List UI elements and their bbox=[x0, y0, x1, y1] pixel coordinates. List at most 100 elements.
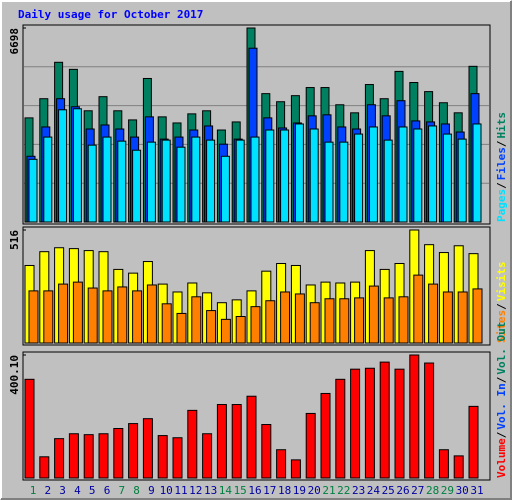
bar bbox=[413, 128, 423, 223]
bar bbox=[309, 302, 320, 344]
bar bbox=[290, 459, 301, 479]
bar bbox=[394, 368, 405, 479]
bar bbox=[132, 149, 142, 223]
bar bbox=[457, 138, 467, 223]
x-tick-label: 18 bbox=[278, 484, 291, 497]
legend: Sites/Visits bbox=[495, 262, 508, 344]
bar bbox=[132, 290, 143, 344]
bar bbox=[72, 108, 82, 223]
legend-separator: / bbox=[495, 182, 508, 189]
bar bbox=[428, 125, 438, 223]
bar bbox=[98, 433, 109, 479]
bar bbox=[354, 133, 364, 223]
x-tick-label: 24 bbox=[367, 484, 381, 497]
bar bbox=[320, 392, 331, 479]
bar bbox=[117, 286, 128, 344]
bar bbox=[350, 368, 361, 479]
bar bbox=[102, 136, 112, 223]
bar bbox=[453, 455, 464, 479]
bar bbox=[442, 291, 453, 344]
bar bbox=[28, 290, 39, 344]
legend: Pages/Files/Hits bbox=[495, 112, 508, 222]
bar bbox=[102, 290, 113, 344]
y-tick-label: 516 bbox=[8, 230, 21, 250]
legend-entry: Sites bbox=[495, 310, 508, 343]
x-tick-label: 19 bbox=[293, 484, 306, 497]
x-tick-label: 12 bbox=[189, 484, 202, 497]
legend-entry: Volume bbox=[495, 438, 508, 478]
bar bbox=[246, 395, 257, 479]
bar bbox=[235, 316, 246, 344]
bar bbox=[202, 433, 213, 479]
bar bbox=[368, 285, 379, 344]
bar bbox=[472, 288, 483, 344]
bar bbox=[206, 139, 216, 223]
x-tick-label: 30 bbox=[456, 484, 469, 497]
bar bbox=[457, 291, 468, 344]
bar bbox=[157, 435, 168, 479]
bar bbox=[220, 318, 231, 344]
bar bbox=[276, 449, 287, 479]
legend-entry: Visits bbox=[495, 262, 508, 302]
legend-separator: / bbox=[495, 431, 508, 438]
x-tick-label: 25 bbox=[382, 484, 395, 497]
bar bbox=[128, 423, 139, 479]
x-tick-label: 14 bbox=[219, 484, 233, 497]
bar bbox=[409, 354, 420, 479]
bar bbox=[398, 126, 408, 223]
bar bbox=[220, 155, 230, 223]
bar bbox=[472, 123, 482, 223]
legend: Volume/Vol. In/Vol. Out bbox=[495, 322, 508, 478]
bar bbox=[113, 428, 124, 479]
bar bbox=[206, 310, 217, 344]
x-tick-label: 29 bbox=[441, 484, 454, 497]
x-tick-label: 13 bbox=[204, 484, 217, 497]
bar bbox=[309, 128, 319, 223]
bar bbox=[83, 434, 94, 479]
bar bbox=[294, 293, 305, 344]
legend-separator: / bbox=[495, 376, 508, 383]
bar bbox=[379, 361, 390, 479]
x-tick-label: 5 bbox=[89, 484, 96, 497]
bar bbox=[354, 297, 365, 344]
bar bbox=[172, 437, 183, 479]
x-tick-label: 16 bbox=[248, 484, 261, 497]
bar bbox=[368, 126, 378, 223]
bar bbox=[339, 141, 349, 223]
bar bbox=[231, 404, 242, 479]
bar bbox=[339, 298, 350, 344]
bar bbox=[383, 139, 393, 223]
x-tick-label: 10 bbox=[160, 484, 173, 497]
y-tick-label: 400.10 bbox=[8, 355, 21, 395]
bar bbox=[294, 123, 304, 223]
legend-entry: Pages bbox=[495, 189, 508, 222]
bar bbox=[72, 281, 83, 344]
bar bbox=[176, 312, 187, 344]
bar bbox=[305, 412, 316, 479]
bar bbox=[58, 109, 68, 223]
bar bbox=[87, 144, 97, 223]
bar bbox=[176, 146, 186, 223]
bar bbox=[398, 296, 409, 344]
bar bbox=[54, 438, 65, 479]
bar bbox=[28, 158, 38, 223]
bar bbox=[383, 297, 394, 344]
legend-separator: / bbox=[495, 140, 508, 147]
bar bbox=[235, 139, 245, 223]
legend-entry: Hits bbox=[495, 112, 508, 139]
bar bbox=[43, 136, 53, 223]
bar bbox=[146, 141, 156, 223]
bar bbox=[265, 129, 275, 223]
bar bbox=[117, 140, 127, 223]
bar bbox=[187, 409, 198, 479]
x-tick-label: 26 bbox=[396, 484, 409, 497]
legend-separator: / bbox=[495, 303, 508, 310]
x-tick-label: 7 bbox=[118, 484, 125, 497]
legend-entry: Files bbox=[495, 147, 508, 180]
bar bbox=[161, 139, 171, 223]
legend-entry: Vol. In bbox=[495, 383, 508, 429]
bar bbox=[216, 404, 227, 479]
